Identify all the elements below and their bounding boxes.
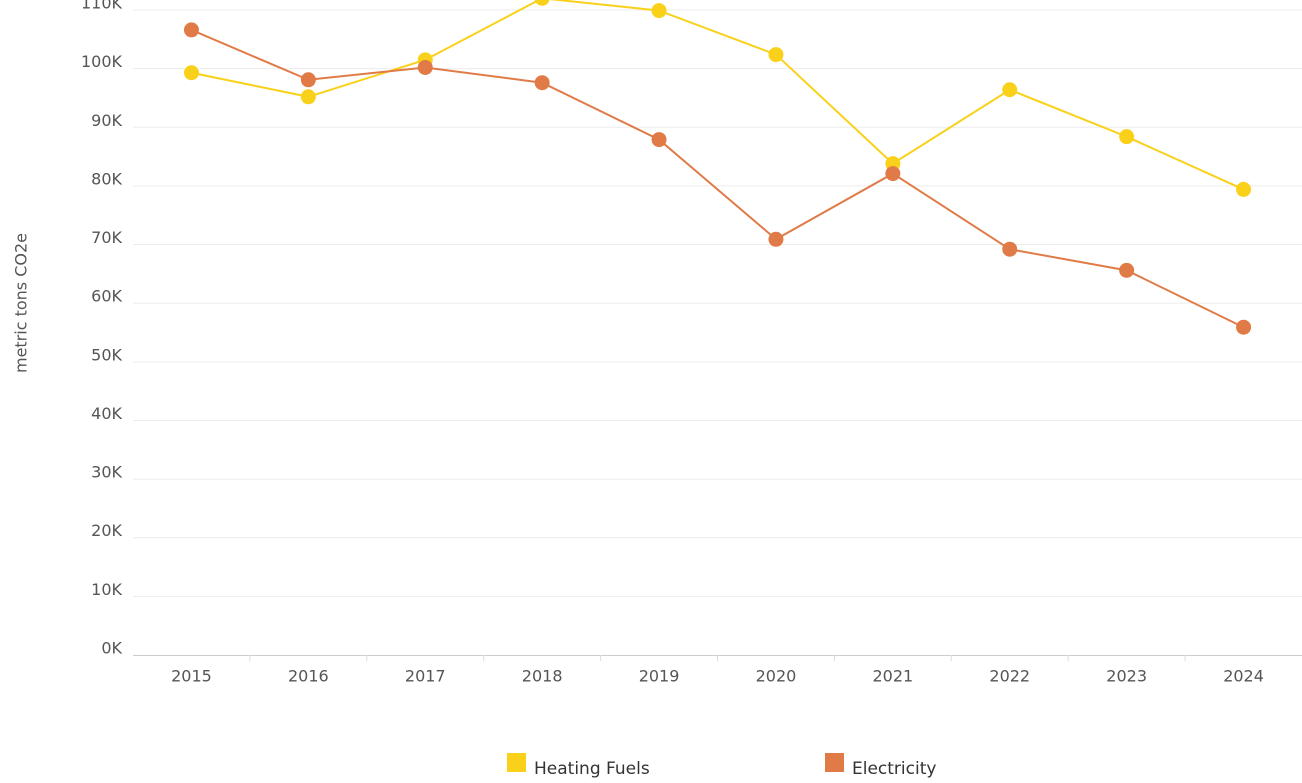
legend-swatch (507, 753, 526, 772)
y-tick-label: 100K (81, 52, 123, 71)
data-point (1002, 241, 1018, 257)
data-point (534, 75, 550, 91)
y-tick-label: 60K (91, 287, 122, 306)
data-point (183, 65, 199, 81)
data-point (1119, 129, 1135, 145)
data-point (417, 59, 433, 75)
legend-label: Heating Fuels (534, 759, 650, 779)
y-tick-label: 10K (91, 580, 122, 599)
y-tick-label: 110K (81, 0, 123, 13)
x-tick-label: 2017 (405, 667, 446, 686)
data-point (768, 47, 784, 63)
series-line (191, 29, 1244, 329)
x-tick-label: 2022 (989, 667, 1030, 686)
y-tick-label: 20K (91, 521, 122, 540)
x-tick-label: 2024 (1223, 667, 1264, 686)
data-point (1119, 262, 1135, 278)
x-tick-label: 2018 (522, 667, 563, 686)
data-point (768, 231, 784, 247)
series-line (191, 0, 1244, 191)
data-point (885, 166, 901, 182)
x-tick-label: 2016 (288, 667, 329, 686)
y-tick-label: 90K (91, 111, 122, 130)
data-point (300, 72, 316, 88)
data-point (651, 132, 667, 148)
data-point (183, 22, 199, 38)
x-tick-label: 2020 (756, 667, 797, 686)
x-tick-label: 2021 (872, 667, 913, 686)
y-tick-label: 70K (91, 228, 122, 247)
data-point (1236, 319, 1252, 335)
y-tick-label: 30K (91, 463, 122, 482)
legend-swatch (825, 753, 844, 772)
data-point (651, 3, 667, 19)
data-point (1002, 82, 1018, 98)
data-point (534, 0, 550, 6)
data-point (1236, 181, 1252, 197)
x-tick-label: 2015 (171, 667, 212, 686)
legend-label: Electricity (852, 759, 936, 779)
y-tick-label: 80K (91, 169, 122, 188)
x-tick-label: 2023 (1106, 667, 1147, 686)
x-tick-label: 2019 (639, 667, 680, 686)
y-axis-label: metric tons CO2e (12, 233, 31, 373)
y-tick-label: 40K (91, 404, 122, 423)
data-point (300, 89, 316, 105)
y-tick-label: 0K (101, 639, 122, 658)
y-tick-label: 50K (91, 345, 122, 364)
